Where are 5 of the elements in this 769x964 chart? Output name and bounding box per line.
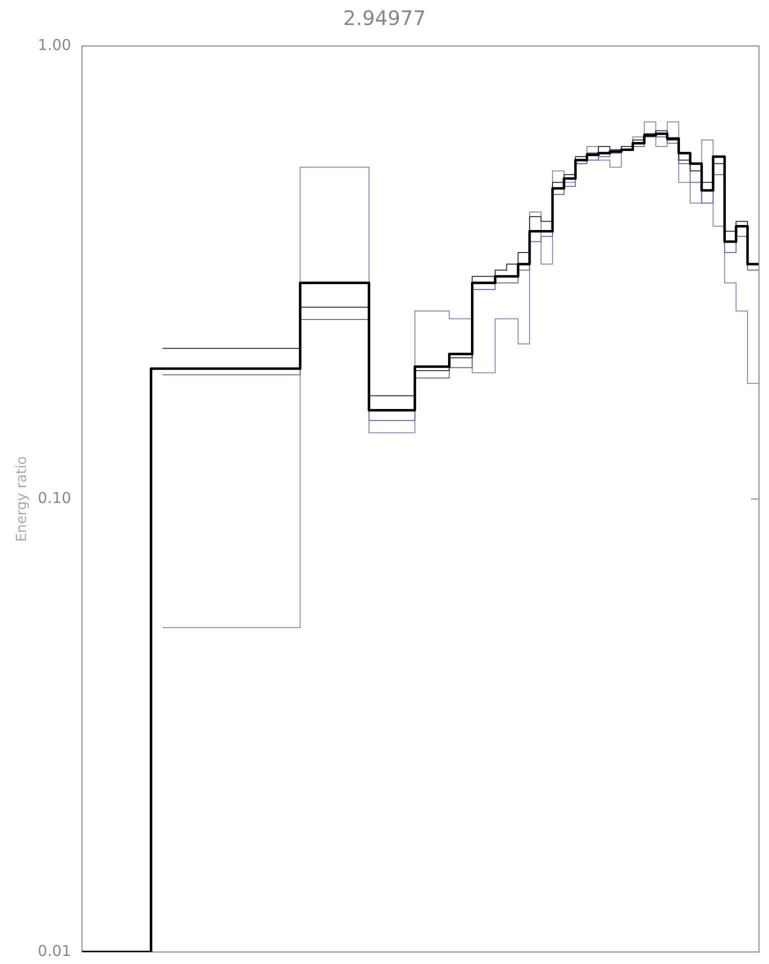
y-tick-label: 1.00 (38, 36, 72, 54)
chart-title: 2.94977 (343, 6, 426, 30)
y-tick-label: 0.10 (38, 488, 72, 507)
y-axis-title: Energy ratio (14, 456, 30, 542)
y-tick-label: 0.01 (38, 942, 72, 960)
